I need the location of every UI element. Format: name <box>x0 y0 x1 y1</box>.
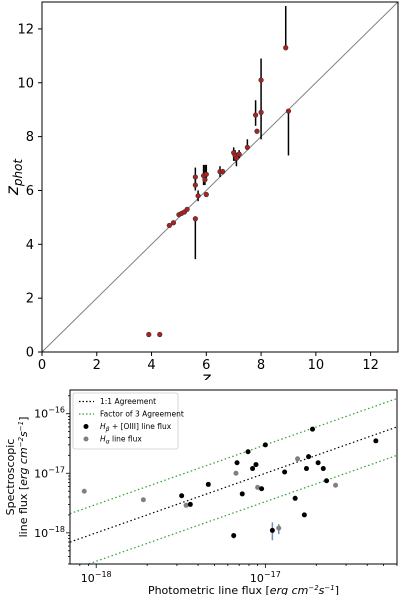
data-point <box>203 191 209 198</box>
y-axis-label: Spectroscopic <box>4 439 17 516</box>
hbeta-oiii-point <box>301 512 307 518</box>
data-point <box>192 174 198 180</box>
data-point <box>202 177 208 183</box>
halpha-point <box>295 456 301 462</box>
y-axis-label: zphot <box>3 158 25 197</box>
y-tick-label: 8 <box>26 130 34 145</box>
data-point <box>192 182 198 188</box>
hbeta-oiii-point <box>205 481 211 487</box>
data-point <box>283 45 289 51</box>
data-point <box>253 112 259 118</box>
data-point <box>258 77 264 83</box>
legend-label: 1:1 Agreement <box>100 397 156 406</box>
legend: 1:1 Agreement Factor of 3 Agreement Hβ + [… <box>72 392 184 450</box>
data-point <box>220 169 226 175</box>
legend-box <box>72 392 179 450</box>
x-tick-label: 4 <box>147 358 155 373</box>
data-point <box>258 109 264 115</box>
y-tick-label: 2 <box>26 292 34 307</box>
y-axis-label-line2: line flux [erg cm−2s−1] <box>17 417 30 538</box>
x-tick-label: 2 <box>93 358 101 373</box>
factor-three-upper-line <box>70 397 397 515</box>
hbeta-oiii-point <box>282 469 288 475</box>
y-tick-label: 10 <box>17 76 34 91</box>
x-tick-label: 0 <box>38 358 46 373</box>
x-axis-label: zspec <box>201 369 239 380</box>
hbeta-oiii-point <box>292 495 298 501</box>
data-point <box>184 206 190 212</box>
zphot-vs-zspec-chart: 0 2 4 6 8 10 12 0 2 4 6 8 10 12 zspec zphot <box>3 1 399 380</box>
data-point <box>192 216 198 222</box>
halpha-point <box>233 470 239 476</box>
legend-label: Hα line flux <box>100 435 142 446</box>
x-tick-label: 6 <box>202 358 210 373</box>
legend-label: Hβ + [OIII] line flux <box>100 422 172 433</box>
x-tick-label: 10−17 <box>250 570 281 585</box>
data-point <box>254 128 260 134</box>
data-point <box>146 331 152 338</box>
data-point <box>233 155 240 161</box>
x-tick-label: 12 <box>362 358 379 373</box>
data-point <box>236 151 242 157</box>
hbeta-oiii-point <box>315 460 321 466</box>
data-point <box>285 108 292 114</box>
x-tick-label: 10−18 <box>81 570 112 585</box>
hbeta-oiii-point <box>373 438 379 444</box>
legend-label: Factor of 3 Agreement <box>100 410 184 419</box>
hbeta-oiii-point <box>310 426 316 432</box>
hbeta-oiii-point <box>187 501 193 507</box>
x-axis-label: Photometric line flux [erg cm−2s−1] <box>148 584 339 595</box>
data-point <box>157 331 163 338</box>
y-tick-label: 4 <box>26 238 34 253</box>
hbeta-oiii-point <box>324 478 330 484</box>
halpha-point <box>81 488 87 494</box>
x-tick-label: 10 <box>308 358 325 373</box>
line-flux-comparison-chart: 10−18 10−17 10−16 10−17 10−18 Photometric lin… <box>4 389 398 595</box>
y-tick-label: 0 <box>26 346 34 361</box>
data-point <box>195 193 201 199</box>
data-point <box>244 144 250 150</box>
halpha-point <box>255 484 261 490</box>
y-tick-label: 12 <box>17 22 34 37</box>
legend-marker-swatch <box>83 436 89 442</box>
hbeta-oiii-point <box>320 466 326 472</box>
data-point <box>170 220 177 226</box>
legend-marker-swatch <box>83 424 89 429</box>
one-to-one-agreement-line <box>70 426 397 543</box>
y-tick-label: 10−17 <box>34 465 65 480</box>
data-point <box>166 222 172 229</box>
x-tick-label: 8 <box>257 358 265 373</box>
halpha-point <box>183 502 189 508</box>
hbeta-oiii-point <box>239 491 245 497</box>
y-tick-label: 6 <box>26 184 34 199</box>
hbeta-oiii-point <box>245 449 251 455</box>
hbeta-oiii-point <box>234 460 240 466</box>
factor-three-lower-line <box>86 454 397 564</box>
hbeta-oiii-point <box>259 486 265 492</box>
hbeta-oiii-point <box>262 442 268 448</box>
plot-frame <box>69 389 398 565</box>
plot-frame <box>41 1 399 353</box>
plot-area <box>70 397 397 564</box>
hbeta-oiii-point <box>253 462 259 468</box>
hbeta-oiii-point <box>250 466 256 472</box>
halpha-point <box>140 497 146 503</box>
hbeta-oiii-point <box>306 454 312 460</box>
data-point <box>203 171 209 177</box>
hbeta-oiii-point <box>231 533 237 539</box>
halpha-point <box>333 482 339 488</box>
hbeta-oiii-point <box>303 466 309 472</box>
y-tick-label: 10−18 <box>34 525 65 540</box>
halpha-point <box>276 525 282 531</box>
y-tick-label: 10−16 <box>34 406 65 421</box>
hbeta-oiii-point <box>269 527 275 533</box>
hbeta-oiii-point <box>179 493 185 499</box>
